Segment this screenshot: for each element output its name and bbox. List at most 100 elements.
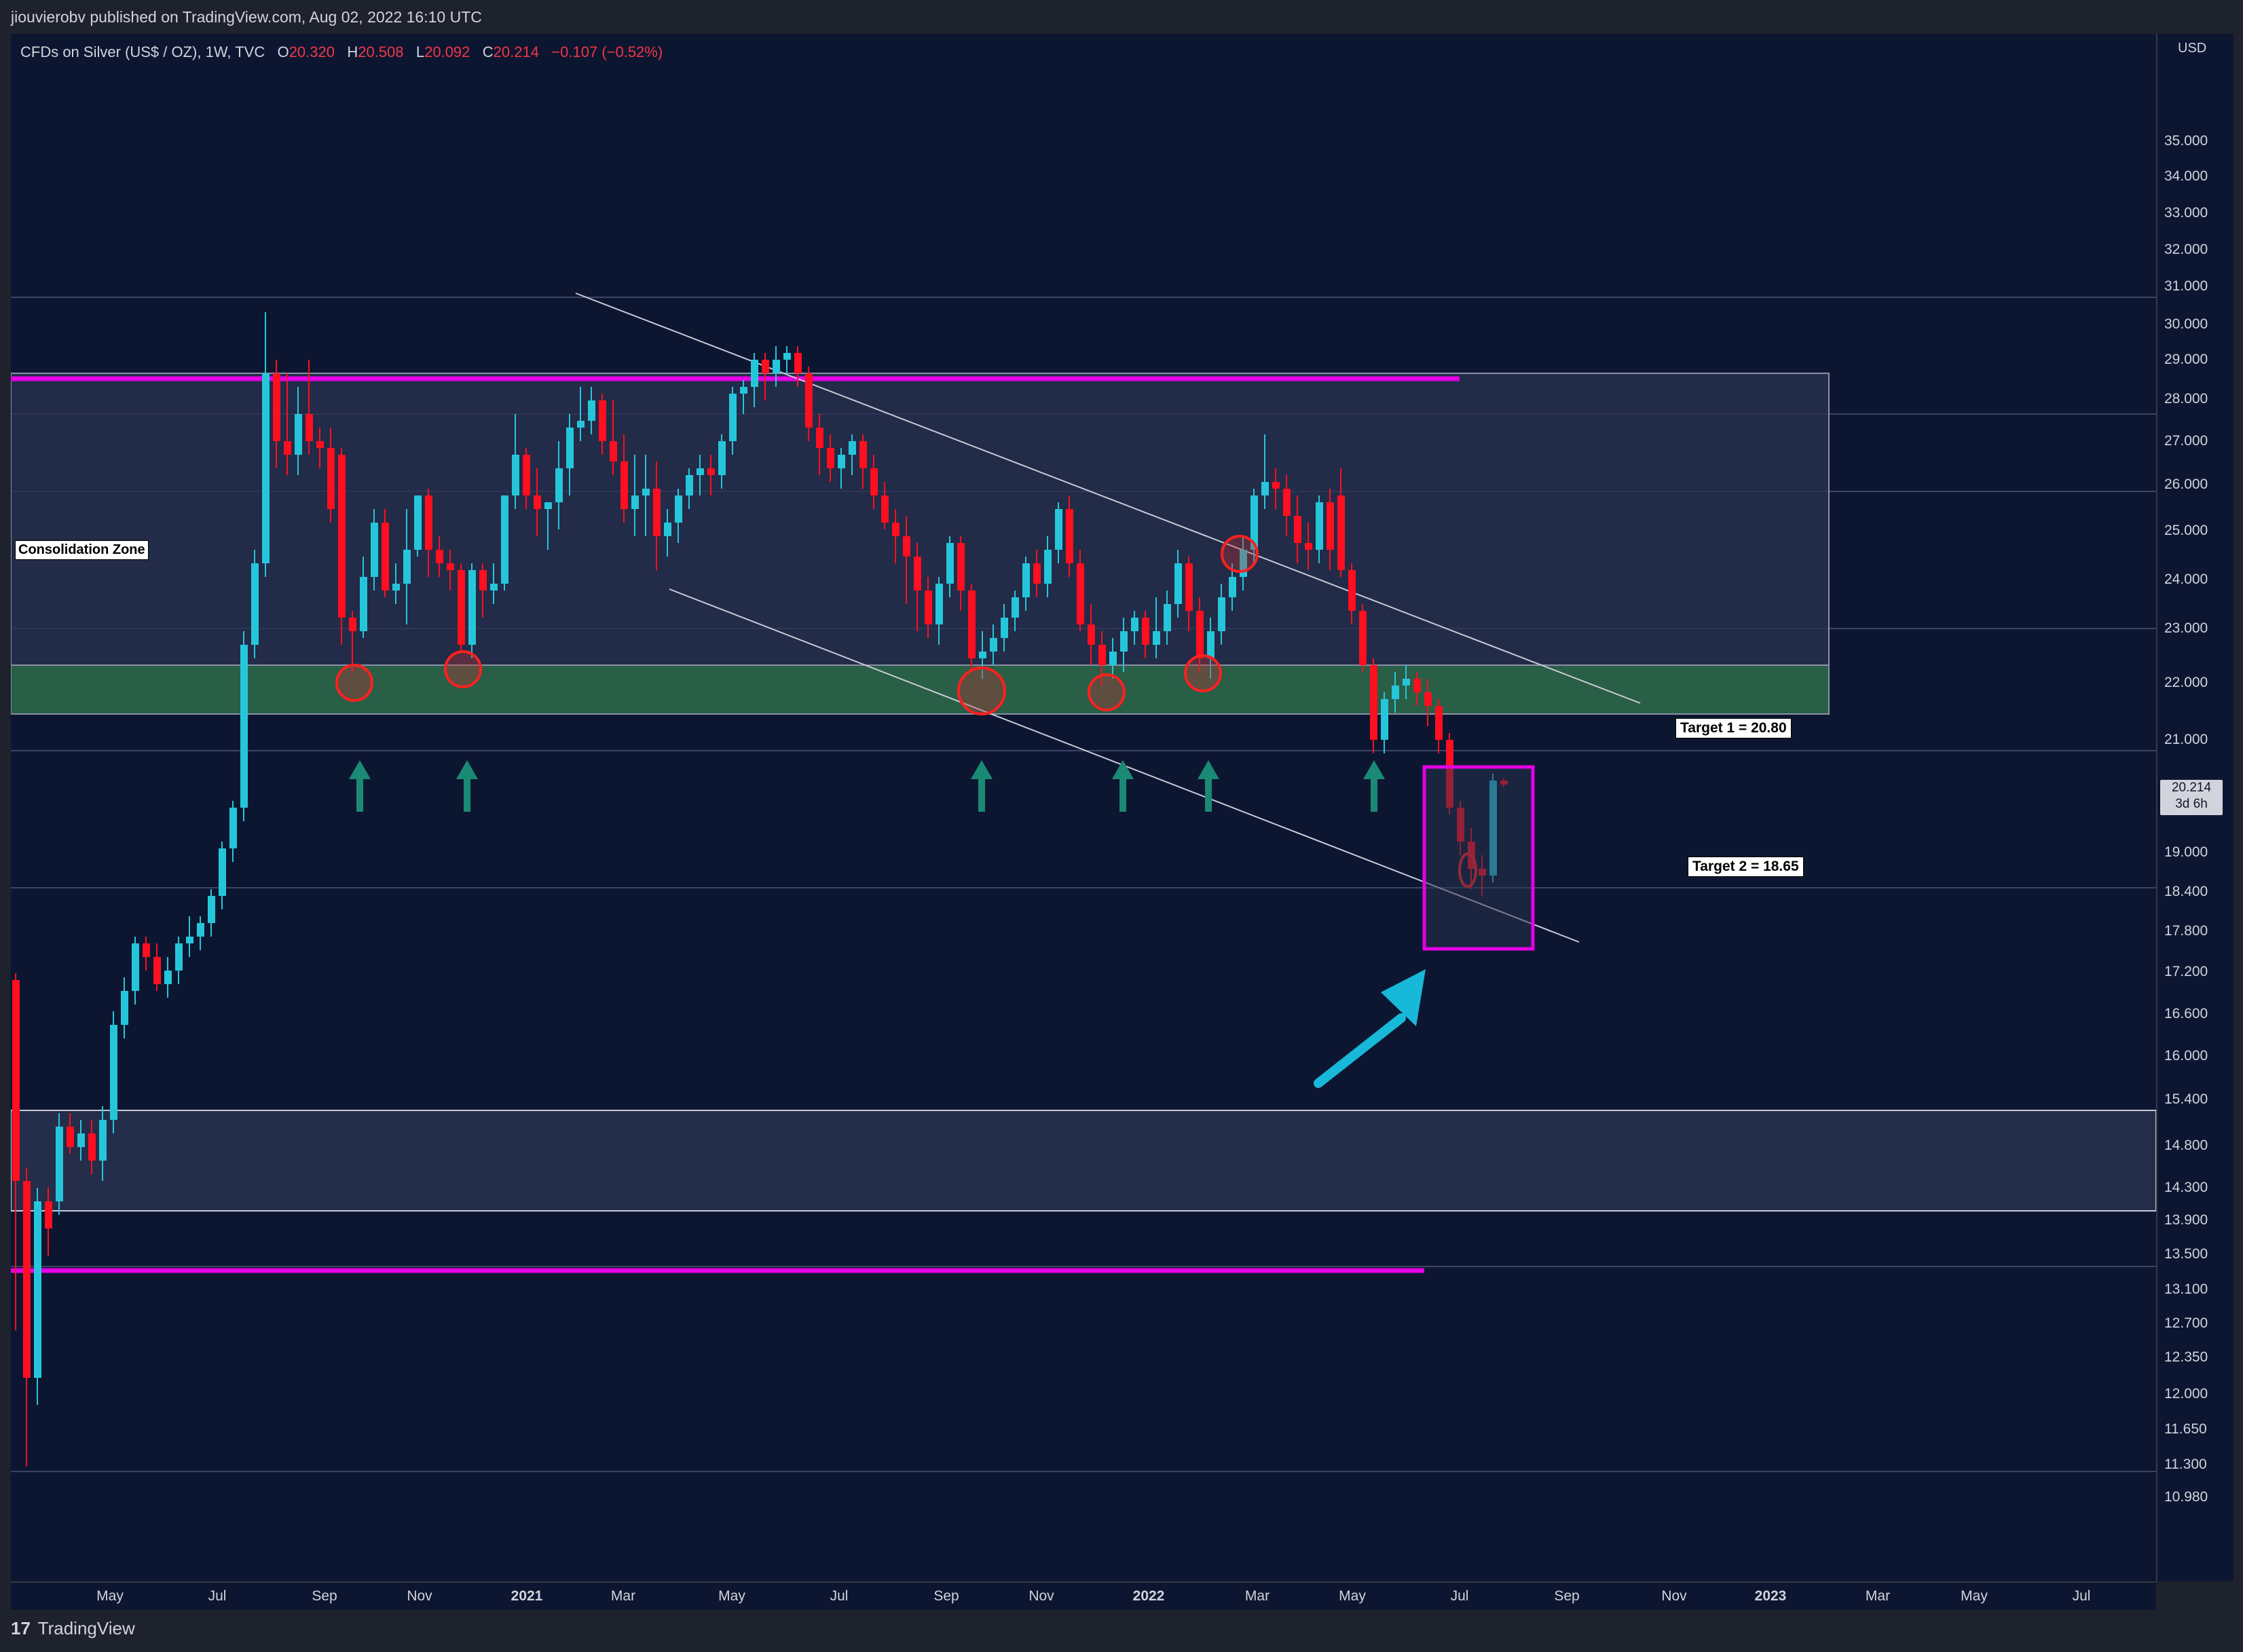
high-value: 20.508: [358, 43, 404, 60]
candle-body: [1316, 502, 1323, 550]
tradingview-logo-icon: 17: [11, 1618, 31, 1638]
candle-body: [653, 489, 661, 536]
time-tick-label: May: [1339, 1588, 1366, 1604]
touch-circle: [335, 664, 373, 702]
time-tick-label: Jul: [2072, 1588, 2091, 1604]
high-label: H: [347, 43, 358, 60]
candle-body: [925, 590, 932, 624]
candle-body: [1131, 618, 1138, 631]
price-tick-label: 17.800: [2164, 923, 2208, 939]
price-tick-label: 11.650: [2164, 1421, 2207, 1437]
candle-body: [1164, 604, 1171, 631]
candle-body: [1120, 631, 1128, 652]
candle-body: [1001, 618, 1008, 638]
symbol-legend[interactable]: CFDs on Silver (US$ / OZ), 1W, TVC O20.3…: [20, 43, 663, 61]
candle-body: [642, 489, 650, 495]
candle-body: [1413, 679, 1421, 692]
candle-body: [631, 495, 639, 509]
chart-plot-area[interactable]: Consolidation Zone Target 1 = 20.80 Targ…: [11, 34, 2156, 1581]
candle-body: [664, 523, 671, 536]
up-arrow-icon: [971, 760, 993, 812]
candle-body: [1044, 550, 1052, 584]
time-tick-label: Jul: [208, 1588, 227, 1604]
candle-body: [729, 394, 737, 441]
time-axis[interactable]: May Jul Sep Nov 2021 Mar May Jul Sep Nov 2022 Mar Ma…: [11, 1581, 2156, 1610]
candle-body: [1077, 563, 1084, 624]
time-tick-label: May: [1961, 1588, 1988, 1604]
candle-body: [143, 943, 150, 957]
time-tick-label: Mar: [610, 1588, 636, 1604]
touch-circle: [1088, 673, 1126, 711]
candle-body: [56, 1127, 63, 1201]
candle-body: [762, 360, 769, 373]
target-1-label: Target 1 = 20.80: [1675, 718, 1792, 738]
candle-body: [425, 495, 432, 550]
price-tick-label: 19.000: [2164, 844, 2208, 860]
candle-body: [1250, 495, 1258, 550]
time-tick-label: Sep: [1554, 1588, 1580, 1604]
candle-body: [588, 400, 595, 421]
candle-body: [1348, 570, 1356, 611]
price-tick-label: 13.500: [2164, 1246, 2208, 1262]
candle-body: [197, 923, 204, 937]
candle-body: [132, 943, 139, 991]
price-tick-label: 12.000: [2164, 1386, 2208, 1402]
candle-body: [479, 570, 487, 590]
candle-body: [164, 971, 172, 984]
candle-body: [1435, 706, 1443, 740]
price-tick-label: 16.000: [2164, 1048, 2208, 1064]
candle-body: [968, 590, 976, 658]
candle-body: [914, 557, 921, 590]
candle-body: [1174, 563, 1182, 604]
price-tick-label: 17.200: [2164, 964, 2208, 979]
candle-body: [219, 848, 226, 896]
candle-body: [990, 638, 997, 652]
candle-body: [240, 645, 248, 808]
candle-body: [1240, 550, 1247, 577]
candle-body: [1012, 597, 1019, 618]
candle-body: [1142, 618, 1149, 645]
candle-body: [501, 495, 508, 584]
tradingview-footer[interactable]: 17 TradingView: [11, 1618, 135, 1639]
candle-body: [316, 441, 324, 448]
up-arrow-icon: [349, 760, 371, 812]
up-arrow-icon: [456, 760, 478, 812]
candle-body: [555, 468, 563, 502]
candle-body: [349, 618, 356, 631]
candle-body: [12, 980, 20, 1181]
candle-body: [838, 455, 845, 468]
price-axis[interactable]: USD 35.000 34.000 33.000 32.000 31.000 30.000…: [2156, 34, 2233, 1581]
candle-body: [718, 441, 726, 475]
candle-body: [295, 414, 302, 455]
candle-body: [403, 550, 411, 584]
candle-body: [371, 523, 378, 577]
price-tick-label: 35.000: [2164, 133, 2208, 149]
candle-body: [1359, 611, 1367, 665]
open-label: O: [277, 43, 289, 60]
close-label: C: [482, 43, 494, 60]
candle-body: [577, 421, 585, 428]
currency-unit: USD: [2178, 41, 2207, 56]
price-tick-label: 13.900: [2164, 1212, 2208, 1228]
candle-body: [360, 577, 367, 631]
candle-body: [1229, 577, 1236, 597]
price-tick-label: 30.000: [2164, 316, 2208, 332]
lower-zone-box: [11, 1110, 2156, 1212]
time-tick-label: Nov: [1661, 1588, 1687, 1604]
price-tick-label: 23.000: [2164, 620, 2208, 636]
candle-body: [251, 563, 259, 645]
candle-body: [686, 475, 693, 495]
time-tick-label: Mar: [1865, 1588, 1891, 1604]
candle-body: [957, 543, 965, 590]
candle-body: [1294, 516, 1301, 543]
candle-body: [45, 1201, 52, 1228]
candle-body: [946, 543, 954, 584]
target-2-label: Target 2 = 18.65: [1688, 857, 1804, 877]
low-value: 20.092: [424, 43, 470, 60]
chart-canvas: [11, 293, 2156, 1472]
up-arrow-icon: [1363, 760, 1385, 812]
candle-body: [599, 400, 606, 441]
publish-bar: jiouvierobv published on TradingView.com…: [0, 0, 2243, 34]
candle-body: [1261, 482, 1269, 495]
touch-circle: [444, 650, 482, 688]
